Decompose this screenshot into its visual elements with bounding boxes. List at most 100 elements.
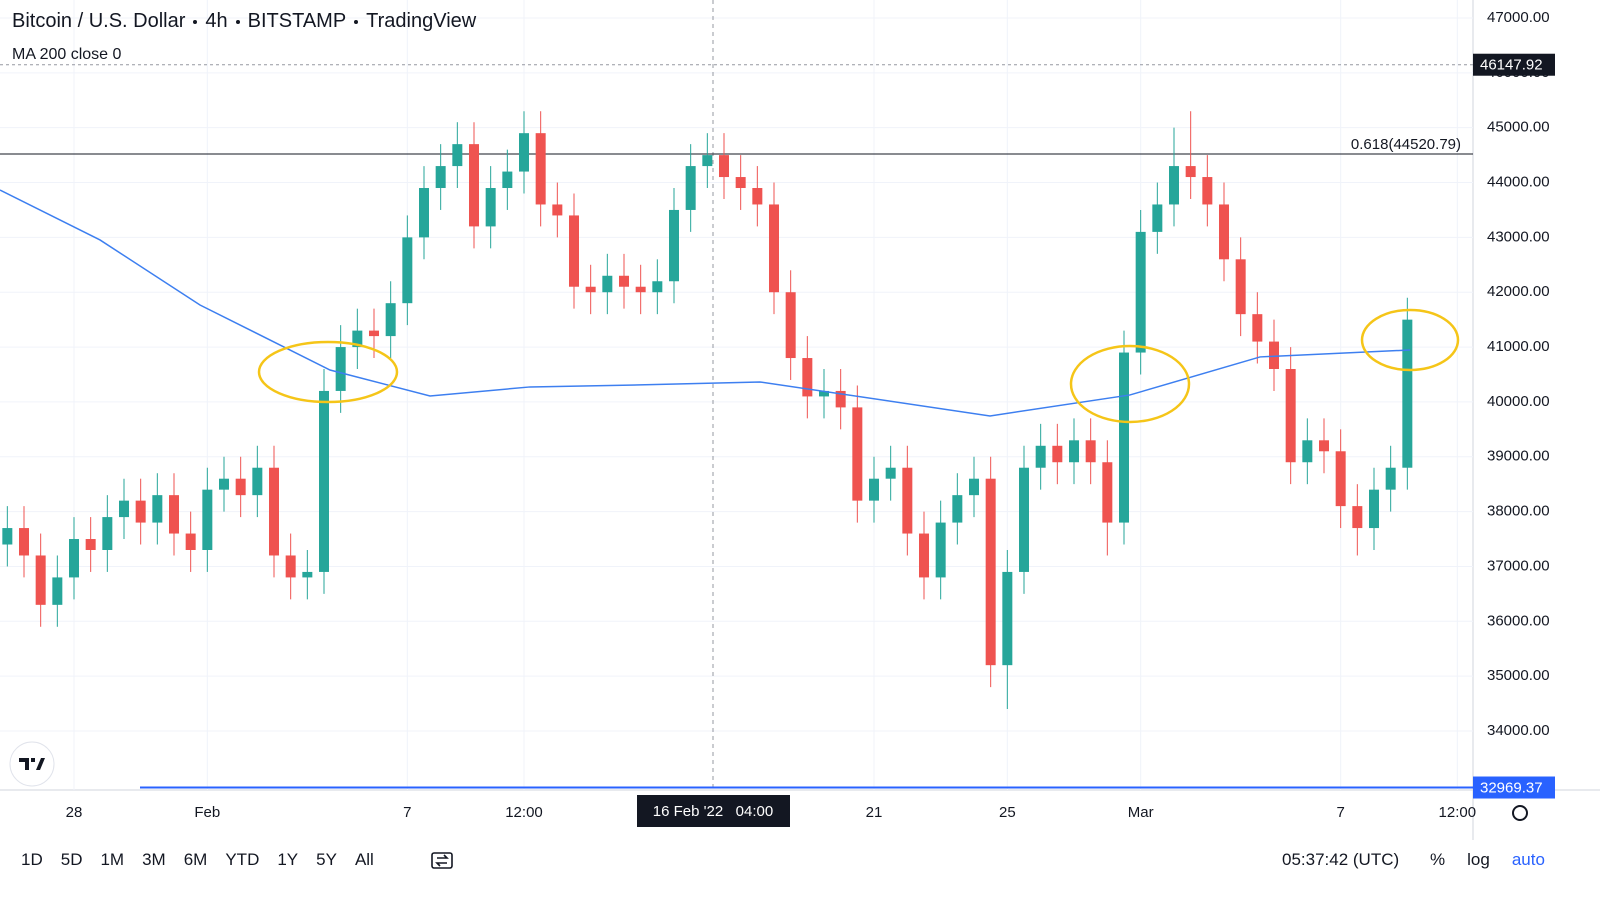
logo-badge[interactable] [9,741,55,787]
candle-body [1369,489,1379,529]
toolbar-button[interactable]: 5D [60,850,83,869]
indicator-legend: MA 200 close 0 [12,46,122,63]
separator [354,19,359,24]
candle-body [252,467,263,496]
candle-body [569,215,579,287]
last-price-box [1473,53,1555,76]
candle-body [1285,369,1296,463]
candle-body [419,188,429,238]
separator [193,19,198,24]
candle-body [552,204,563,216]
candle-body [635,286,646,293]
highlight-ellipse [257,340,399,404]
toolbar-button[interactable]: 1M [100,850,125,869]
candle-body [69,539,79,578]
candle-body [985,478,996,666]
moving-average [0,189,1411,417]
candle-body [469,144,479,227]
exchange: BITSTAMP [247,10,347,32]
toolbar: 1D 5D 1M 3M 6M YTD 1Y 5Y All 05:37:42 (UTC) % log… [0,842,1600,878]
candle-body [52,577,63,605]
x-tick-label: Feb [194,804,220,821]
candle-body [952,495,963,523]
candle-body [735,177,746,189]
symbol: Bitcoin / U.S. Dollar [12,10,186,32]
candle-body [235,478,246,496]
candle-body [785,292,796,359]
candle-body [319,390,329,572]
candle-body [135,500,146,523]
candle-body [1335,451,1346,507]
candle-body [935,522,946,578]
x-tick-label: 7 [1336,804,1344,821]
candle-body [1035,445,1046,468]
y-tick-label: 34000.00 [1487,722,1550,739]
candle-body [719,155,729,178]
toolbar-button[interactable]: YTD [225,850,260,869]
candle-body [1402,319,1413,468]
clock[interactable]: 05:37:42 (UTC) [1282,850,1400,869]
candle-body [452,144,463,167]
compare-icon[interactable] [435,854,449,867]
toolbar-button[interactable]: All [354,850,374,869]
candle-body [869,478,879,501]
logo[interactable] [9,741,55,787]
toolbar-button[interactable]: % [1430,850,1446,869]
candle-body [819,390,829,397]
candle-body [1385,467,1396,490]
scale-options: % log auto [1430,850,1545,870]
candle-body [1319,440,1329,452]
fib-label: 0.618(44520.79) [1351,136,1461,153]
candle-body [435,166,446,189]
candle-body [519,133,529,172]
plot-area: 0.618(44520.79) [0,0,1473,790]
highlight-ellipse [1360,308,1460,372]
candle-body [802,358,813,397]
y-tick-label: 42000.00 [1487,283,1550,300]
candle-body [1019,467,1029,572]
y-tick-label: 41000.00 [1487,338,1550,355]
candle-body [1069,440,1079,463]
candle-body [102,517,113,550]
candle-body [219,478,229,490]
range-buttons: 1D 5D 1M 3M 6M YTD 1Y 5Y All [12,846,383,874]
candle-body [585,286,596,293]
toolbar-button[interactable]: 1D [21,850,43,869]
y-tick-label: 35000.00 [1487,667,1550,684]
interval: 4h [205,10,228,32]
candle-body [1102,462,1113,523]
toolbar-button[interactable]: auto [1511,850,1545,869]
low-price-label: 32969.37 [1480,779,1543,796]
candle-body [1252,314,1263,342]
last-price-label: 46147.92 [1480,57,1543,74]
crosshair-box [637,795,790,827]
toolbar-button[interactable]: 5Y [316,850,337,869]
y-tick-label: 40000.00 [1487,393,1550,410]
candle-body [1119,352,1129,523]
candle-body [269,467,279,556]
candle-body [369,330,379,337]
candle-body [352,330,363,348]
candle-body [1202,177,1213,205]
candle-body [1002,571,1013,666]
y-tick-label: 36000.00 [1487,612,1550,629]
toolbar-button[interactable]: 1Y [277,850,299,869]
separator [235,19,240,24]
candle-body [35,555,46,605]
candle-body [769,204,779,293]
candle-body [1235,259,1246,315]
candle-body [19,528,29,556]
toolbar-button[interactable]: 3M [142,850,166,869]
compare-button[interactable] [430,849,456,871]
candle-body [885,467,896,479]
candle-body [535,133,546,205]
settings-button[interactable] [1512,805,1528,821]
candle-body [202,489,213,550]
toolbar-button[interactable]: log [1467,850,1490,869]
logo-mark[interactable] [19,758,45,770]
candle-body [85,539,96,550]
toolbar-button[interactable]: 6M [183,850,208,869]
x-tick-label: 12:00 [505,804,543,821]
compare-icon[interactable] [431,852,453,869]
